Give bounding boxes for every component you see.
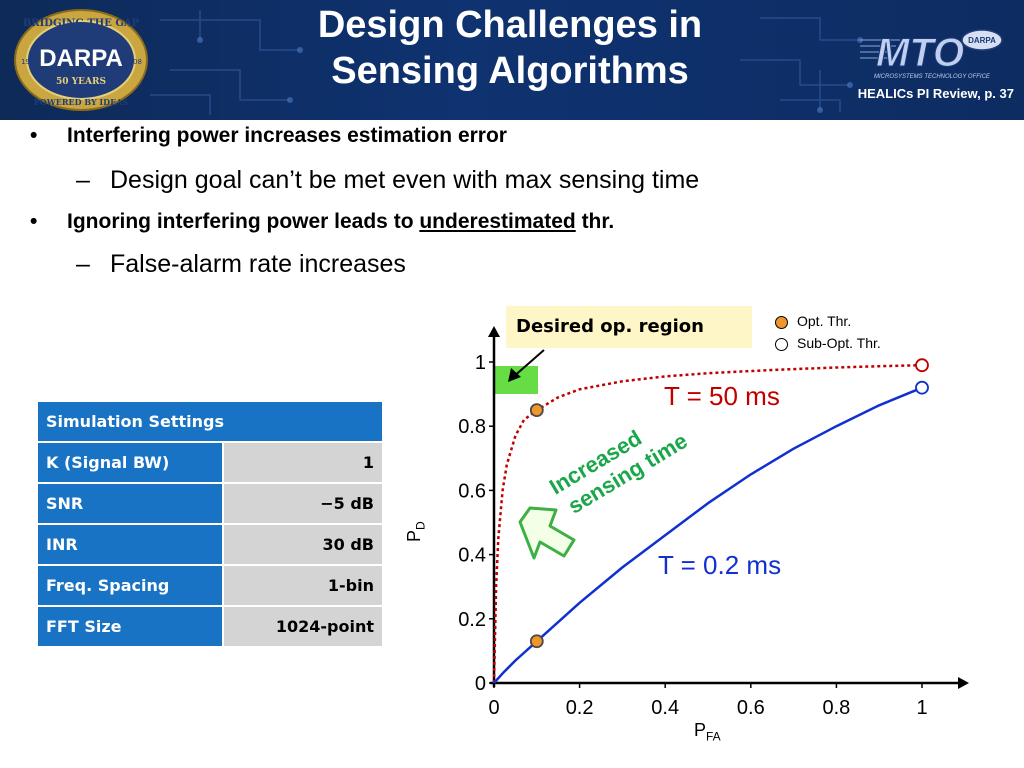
sub-bullet-marker: – [76, 250, 90, 278]
row-key: Freq. Spacing [36, 564, 224, 607]
legend-marker-opt [775, 316, 788, 329]
x-tick-label: 0.2 [566, 697, 594, 719]
sub-bullet-text: Design goal can’t be met even with max s… [110, 166, 700, 194]
logo-year-2008: 2008 [124, 58, 142, 66]
legend-label: Opt. Thr. [797, 313, 852, 329]
x-axis-subscript: FA [706, 729, 721, 744]
row-value: 1 [222, 441, 384, 484]
x-tick-label: 0.4 [651, 697, 679, 719]
y-axis-title: PD [404, 521, 428, 542]
sub-opt-thr-marker [915, 380, 929, 395]
mto-subtitle: MICROSYSTEMS TECHNOLOGY OFFICE [874, 74, 991, 80]
y-tick-label: 1 [475, 352, 486, 374]
y-axis-arrow [488, 326, 500, 337]
darpa-50-years-logo: BRIDGING THE GAP DARPA 50 YEARS POWERED … [14, 9, 148, 111]
table-row: FFT Size 1024-point [36, 605, 384, 648]
series-label-t02: T = 0.2 ms [658, 550, 782, 580]
row-key: SNR [36, 482, 224, 525]
bullet-text: Interfering power increases estimation e… [67, 124, 507, 147]
sub-opt-thr-marker [915, 358, 929, 373]
x-axis-title: PFA [694, 720, 721, 744]
logo-arc-top: BRIDGING THE GAP [23, 18, 140, 29]
table-row: K (Signal BW) 1 [36, 441, 384, 484]
row-key: K (Signal BW) [36, 441, 224, 484]
row-key: INR [36, 523, 224, 566]
legend-label: Sub-Opt. Thr. [797, 335, 881, 351]
page-tag: HEALICs PI Review, p. 37 [857, 86, 1014, 101]
mto-darpa-badge: DARPA [968, 36, 996, 45]
opt-thr-marker [529, 634, 544, 649]
logo-darpa-text: DARPA [39, 45, 123, 72]
desired-region-arrow-head [508, 368, 521, 382]
logo-50-years: 50 YEARS [56, 77, 106, 87]
legend-marker-sub-opt [775, 338, 788, 351]
sub-bullet-text: False-alarm rate increases [110, 250, 406, 278]
title-line-2: Sensing Algorithms [331, 50, 689, 92]
y-axis-label: P [404, 529, 424, 542]
row-value: 1-bin [222, 564, 384, 607]
table-row: INR 30 dB [36, 523, 384, 566]
logo-year-1958: 1958 [21, 58, 39, 66]
x-axis-arrow [958, 677, 969, 689]
bullet-text-after: thr. [575, 210, 615, 233]
increased-arrow-icon [518, 506, 576, 560]
logo-arc-bottom: POWERED BY IDEAS [34, 97, 129, 107]
series-label-t50: T = 50 ms [664, 381, 780, 411]
bullet-marker: • [30, 124, 38, 147]
y-axis-subscript: D [413, 521, 428, 530]
header-banner: BRIDGING THE GAP DARPA 50 YEARS POWERED … [0, 0, 1024, 120]
mto-letters: MTO [876, 31, 964, 75]
row-value: −5 dB [222, 482, 384, 525]
desired-region-callout [506, 306, 752, 348]
table-row: SNR −5 dB [36, 482, 384, 525]
table-header: Simulation Settings [36, 400, 384, 443]
x-axis-label: P [694, 720, 707, 740]
simulation-settings-table: Simulation Settings K (Signal BW) 1 SNR −5… [36, 400, 384, 648]
x-tick-label: 0.8 [822, 697, 850, 719]
opt-thr-marker [529, 403, 544, 418]
row-value: 30 dB [222, 523, 384, 566]
y-tick-label: 0 [475, 673, 486, 695]
title-line-1: Design Challenges in [317, 4, 703, 46]
y-tick-label: 0.6 [458, 480, 486, 502]
series-line-t50 [492, 363, 923, 684]
sub-bullet-marker: – [76, 166, 90, 194]
circuit-pattern [150, 10, 863, 115]
bullet-marker: • [30, 210, 38, 233]
mto-logo: MTO DARPA MICROSYSTEMS TECHNOLOGY OFFICE [860, 29, 1003, 80]
bullet-text: Ignoring interfering power leads to unde… [67, 210, 614, 234]
y-tick-label: 0.4 [458, 545, 486, 567]
slide-title: Design Challenges in Sensing Algorithms [230, 2, 790, 94]
bullet-text-underlined: underestimated [419, 210, 576, 233]
y-tick-label: 0.8 [458, 416, 486, 438]
x-tick-label: 0 [488, 697, 499, 719]
desired-region-arrow-line [511, 349, 545, 379]
series-line-t02 [493, 386, 923, 684]
desired-region-box [494, 366, 538, 394]
table-row: Freq. Spacing 1-bin [36, 564, 384, 607]
desired-region-label: Desired op. region [516, 316, 704, 337]
row-key: FFT Size [36, 605, 224, 648]
bullet-text-before: Ignoring interfering power leads to [67, 210, 420, 233]
x-tick-label: 1 [916, 697, 927, 719]
y-tick-label: 0.2 [458, 609, 486, 631]
row-value: 1024-point [222, 605, 384, 648]
x-tick-label: 0.6 [737, 697, 765, 719]
